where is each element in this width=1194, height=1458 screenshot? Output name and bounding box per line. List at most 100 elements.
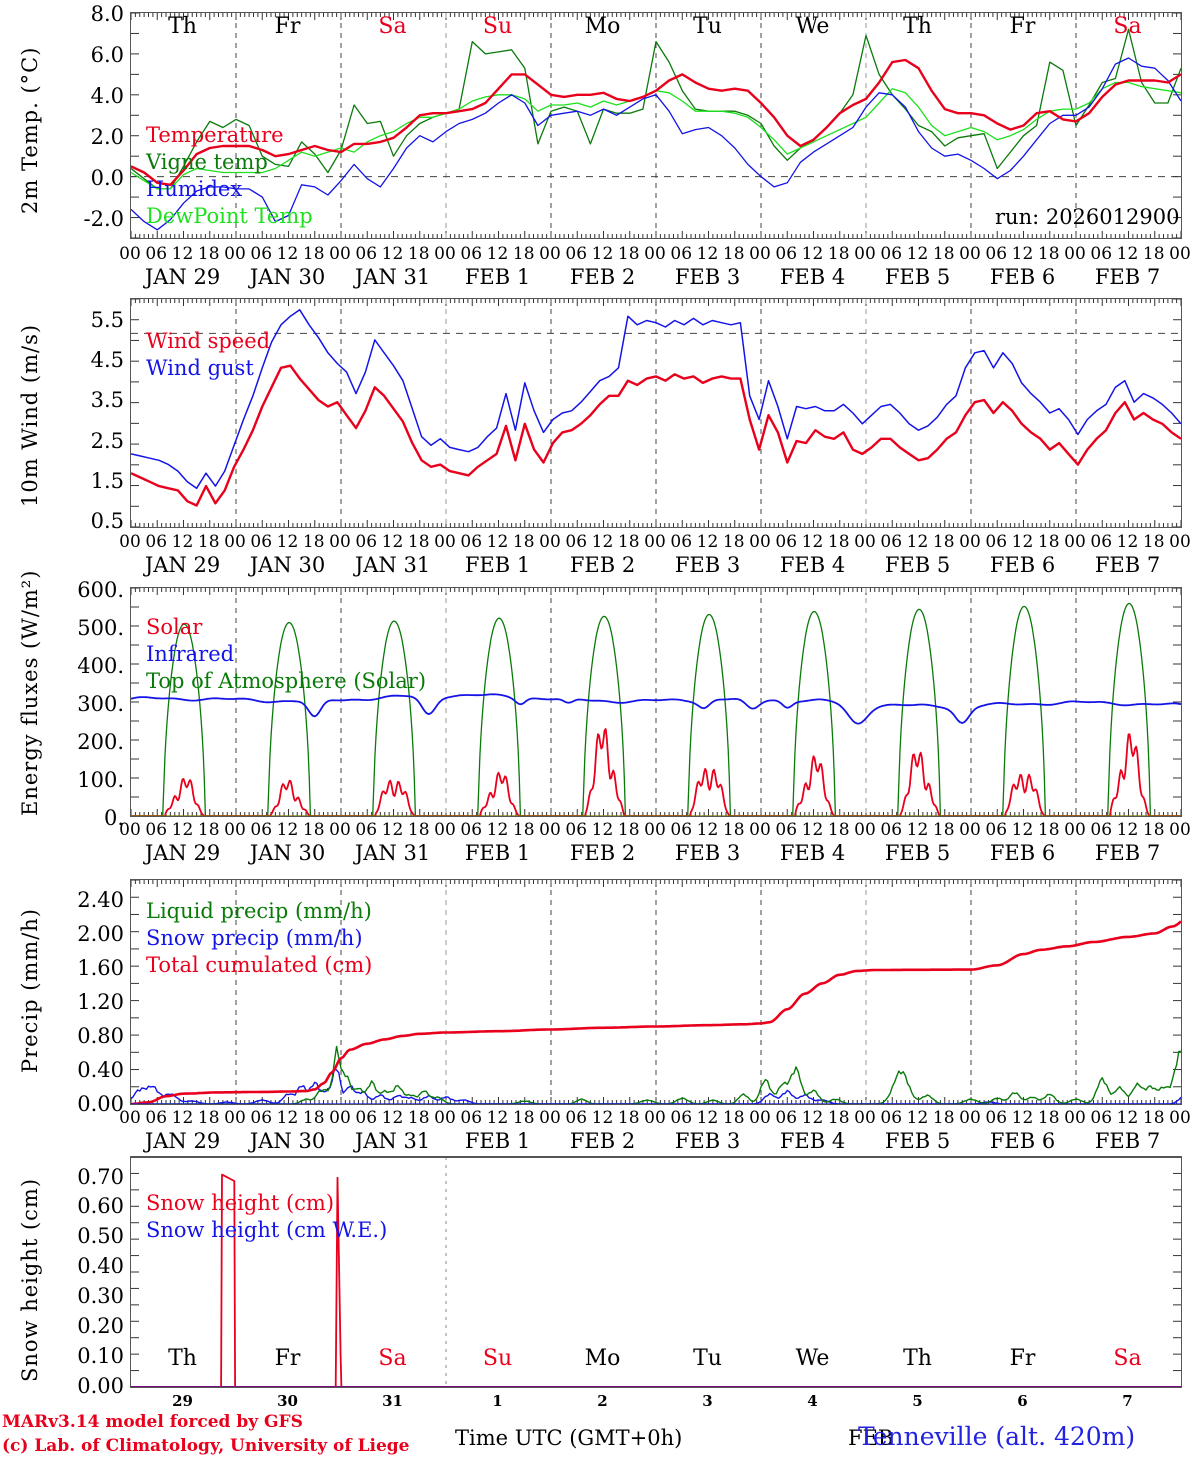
wind-ytick-2: 3.5 (90, 388, 124, 412)
hour-tick-label: 18 (1037, 1108, 1060, 1128)
footer-model-line: MARv3.14 model forced by GFS (2, 1412, 303, 1432)
hour-tick-label: 00 (749, 244, 771, 264)
axis-ticks (131, 299, 1181, 527)
hour-tick-label: 12 (276, 532, 299, 552)
legend-toa: Top of Atmosphere (Solar) (146, 669, 427, 693)
day-of-week-label: Fr (1009, 14, 1036, 39)
hour-tick-label: 18 (722, 244, 745, 264)
date-tick-label: JAN 29 (144, 265, 221, 289)
date-tick-label: FEB 2 (569, 1129, 636, 1153)
energy-date-row: JAN 29 JAN 30 JAN 31 FEB 1 FEB 2 FEB 3 FEB 4 FE… (130, 841, 1180, 865)
hour-tick-label: 06 (355, 1108, 378, 1128)
hour-tick-label: 12 (801, 532, 824, 552)
date-tick-label: FEB 5 (884, 841, 951, 865)
series-top-of-atmosphere (131, 602, 1181, 816)
station-name-label: Tenneville (alt. 420m) (858, 1422, 1136, 1451)
panel-wind: 10m Wind (m/s) 5.5 4.5 3.5 2.5 1.5 0.5 W… (0, 292, 1194, 580)
date-tick-label: JAN 31 (354, 553, 431, 577)
footer-time-axis-label: Time UTC (GMT+0h) (455, 1426, 683, 1450)
hour-tick-label: 18 (932, 244, 955, 264)
day-of-week-label: Tu (693, 1346, 722, 1371)
hour-tick-label: 06 (985, 532, 1008, 552)
wind-ytick-4: 1.5 (90, 469, 124, 493)
hour-tick-label: 12 (276, 244, 299, 264)
temp-day-of-week-row: Th Fr Sa Su Mo Tu We Th Fr Sa (130, 14, 1180, 40)
legend-snow-height-we: Snow height (cm W.E.) (146, 1218, 388, 1242)
hour-tick-label: 18 (1037, 820, 1060, 840)
hour-tick-label: 06 (670, 532, 693, 552)
bottom-day-number: 31 (382, 1392, 403, 1410)
hour-tick-label: 06 (355, 244, 378, 264)
hour-tick-label: 18 (1037, 244, 1060, 264)
hour-tick-label: 12 (381, 244, 404, 264)
precip-plot-area (130, 879, 1182, 1105)
hour-tick-label: 18 (512, 244, 535, 264)
hour-tick-label: 06 (145, 1108, 168, 1128)
hour-tick-label: 06 (460, 532, 483, 552)
hour-tick-label: 00 (854, 1108, 876, 1128)
hour-tick-label: 12 (1116, 1108, 1139, 1128)
hour-tick-label: 06 (565, 244, 588, 264)
hour-tick-label: 00 (644, 820, 666, 840)
hour-tick-label: 18 (617, 820, 640, 840)
snow-bottom-day-numbers: 29 30 31 1 2 3 4 5 6 7 (130, 1392, 1180, 1412)
hour-tick-label: 18 (302, 1108, 325, 1128)
temp-ytick-3: 2.0 (90, 125, 124, 149)
day-of-week-label: Fr (274, 14, 301, 39)
snow-ytick-2: 0.50 (77, 1224, 124, 1248)
series-solar (131, 728, 1181, 816)
date-tick-label: FEB 1 (464, 553, 531, 577)
hour-tick-label: 12 (1011, 820, 1034, 840)
series-snow-height (131, 1173, 1181, 1387)
legend-wind-speed: Wind speed (146, 329, 271, 353)
date-tick-label: JAN 30 (249, 841, 326, 865)
hour-tick-label: 00 (119, 820, 141, 840)
hour-tick-label: 12 (171, 820, 194, 840)
hour-tick-label: 18 (407, 244, 430, 264)
date-tick-label: FEB 6 (989, 265, 1056, 289)
hour-tick-label: 12 (486, 820, 509, 840)
date-tick-label: JAN 30 (249, 553, 326, 577)
day-of-week-label: Sa (1113, 14, 1142, 39)
hour-tick-label: 00 (1064, 244, 1086, 264)
hour-tick-label: 06 (460, 1108, 483, 1128)
day-of-week-label: We (795, 1346, 830, 1371)
hour-tick-label: 12 (381, 820, 404, 840)
hour-tick-label: 06 (985, 820, 1008, 840)
day-of-week-label: Fr (274, 1346, 301, 1371)
hour-tick-label: 06 (355, 820, 378, 840)
temp-ytick-4: 0.0 (90, 166, 124, 190)
hour-tick-label: 00 (854, 532, 876, 552)
precip-ytick-4: 0.80 (77, 1024, 124, 1048)
hour-tick-label: 12 (1116, 244, 1139, 264)
energy-ytick-0: 600. (77, 578, 124, 602)
temp-legend: Temperature Vigne temp Humidex DewPoint … (146, 122, 313, 230)
bottom-day-number: 5 (912, 1392, 923, 1410)
bottom-day-number: 6 (1017, 1392, 1028, 1410)
date-tick-label: FEB 2 (569, 265, 636, 289)
hour-tick-label: 00 (224, 532, 246, 552)
hour-tick-label: 06 (460, 820, 483, 840)
hour-tick-label: 00 (854, 244, 876, 264)
hour-tick-label: 00 (749, 532, 771, 552)
series-infrared (131, 693, 1181, 725)
hour-tick-label: 12 (276, 1108, 299, 1128)
hour-tick-label: 12 (696, 532, 719, 552)
bottom-day-number: 3 (702, 1392, 713, 1410)
date-tick-label: FEB 4 (779, 1129, 846, 1153)
hour-tick-label: 18 (407, 1108, 430, 1128)
energy-y-axis-label: Energy fluxes (W/m²) (18, 569, 42, 816)
hour-tick-label: 12 (591, 1108, 614, 1128)
hour-tick-label: 12 (906, 532, 929, 552)
day-of-week-label: Su (482, 14, 513, 39)
right-axis-ticks (1173, 299, 1181, 527)
series-vigne-temp (131, 28, 1181, 190)
hour-tick-label: 00 (224, 1108, 246, 1128)
hour-tick-label: 18 (827, 1108, 850, 1128)
hour-tick-label: 06 (565, 820, 588, 840)
hour-tick-label: 12 (906, 1108, 929, 1128)
hour-tick-label: 00 (1064, 820, 1086, 840)
energy-ytick-1: 500. (77, 616, 124, 640)
hour-tick-label: 00 (959, 244, 981, 264)
snow-ytick-3: 0.40 (77, 1254, 124, 1278)
